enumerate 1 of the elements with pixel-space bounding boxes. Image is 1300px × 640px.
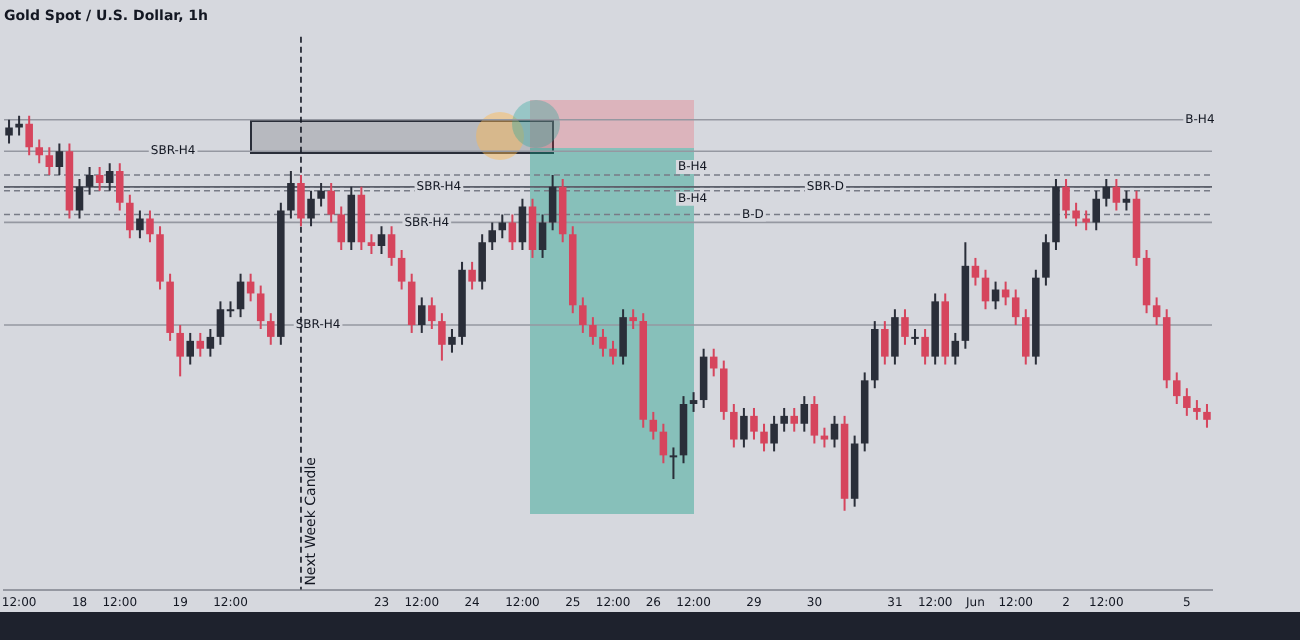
candlestick bbox=[669, 447, 678, 480]
